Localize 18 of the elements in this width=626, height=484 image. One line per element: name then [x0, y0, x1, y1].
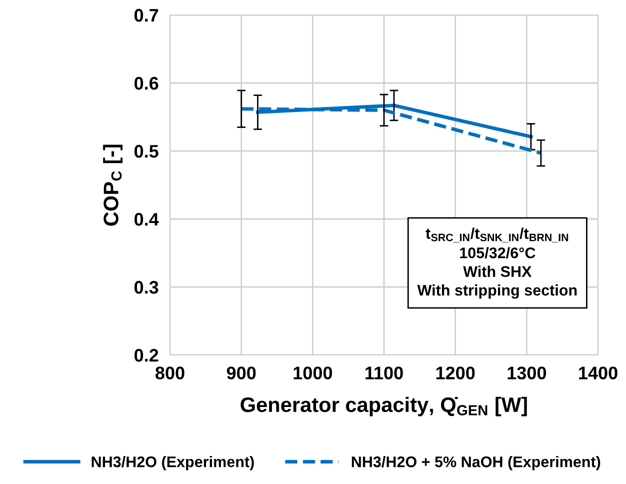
x-tick-label: 1200 — [436, 366, 475, 380]
x-axis-title: Generator capacity, Q̇$_{GEN}$ [W] — [240, 396, 527, 416]
y-tick-label: 0.4 — [134, 212, 159, 226]
y-tick-label: 0.6 — [134, 76, 158, 90]
legend-label: NH3/H2O + 5% NaOH (Experiment) — [352, 456, 600, 470]
y-tick-label: 0.3 — [134, 280, 158, 294]
x-tick-label: 1100 — [366, 366, 403, 380]
x-tick-label: 1000 — [294, 366, 332, 380]
x-tick-label: 1400 — [579, 366, 618, 380]
y-tick-label: 0.5 — [134, 144, 158, 158]
text: t$_{SRC_IN}$/t$_{SNK_IN}$/t$_{BRN_IN}$ 105/32/6°C With SHX With stripping section — [417, 228, 577, 299]
x-tick-label: 1300 — [508, 366, 546, 380]
legend-label: NH3/H2O (Experiment) — [92, 456, 254, 470]
x-tick-label: 800 — [156, 366, 184, 380]
y-tick-label: 0.2 — [134, 348, 158, 362]
x-tick-label: 900 — [226, 366, 256, 380]
y-tick-label: 0.7 — [134, 8, 158, 22]
y-axis-title: COP$_{C}$ [-] — [103, 144, 123, 226]
